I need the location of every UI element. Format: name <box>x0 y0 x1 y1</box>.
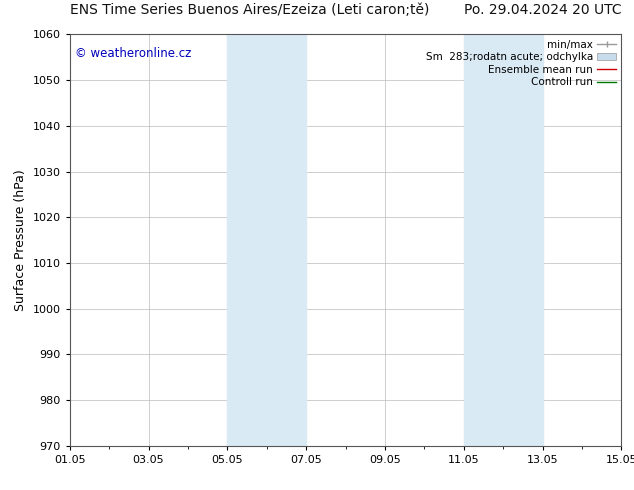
Y-axis label: Surface Pressure (hPa): Surface Pressure (hPa) <box>14 169 27 311</box>
Bar <box>228 34 306 446</box>
Text: ENS Time Series Buenos Aires/Ezeiza (Leti caron;tě): ENS Time Series Buenos Aires/Ezeiza (Let… <box>70 3 429 17</box>
Text: © weatheronline.cz: © weatheronline.cz <box>75 47 191 60</box>
Title: ENS Time Series Buenos Aires/Ezeiza (Leti caron;tě)      Po. 29.04.2024 20 UTC: ENS Time Series Buenos Aires/Ezeiza (Let… <box>0 489 1 490</box>
Legend: min/max, Sm  283;rodatn acute; odchylka, Ensemble mean run, Controll run: min/max, Sm 283;rodatn acute; odchylka, … <box>426 40 616 87</box>
Bar <box>463 34 543 446</box>
Text: Po. 29.04.2024 20 UTC: Po. 29.04.2024 20 UTC <box>463 3 621 17</box>
